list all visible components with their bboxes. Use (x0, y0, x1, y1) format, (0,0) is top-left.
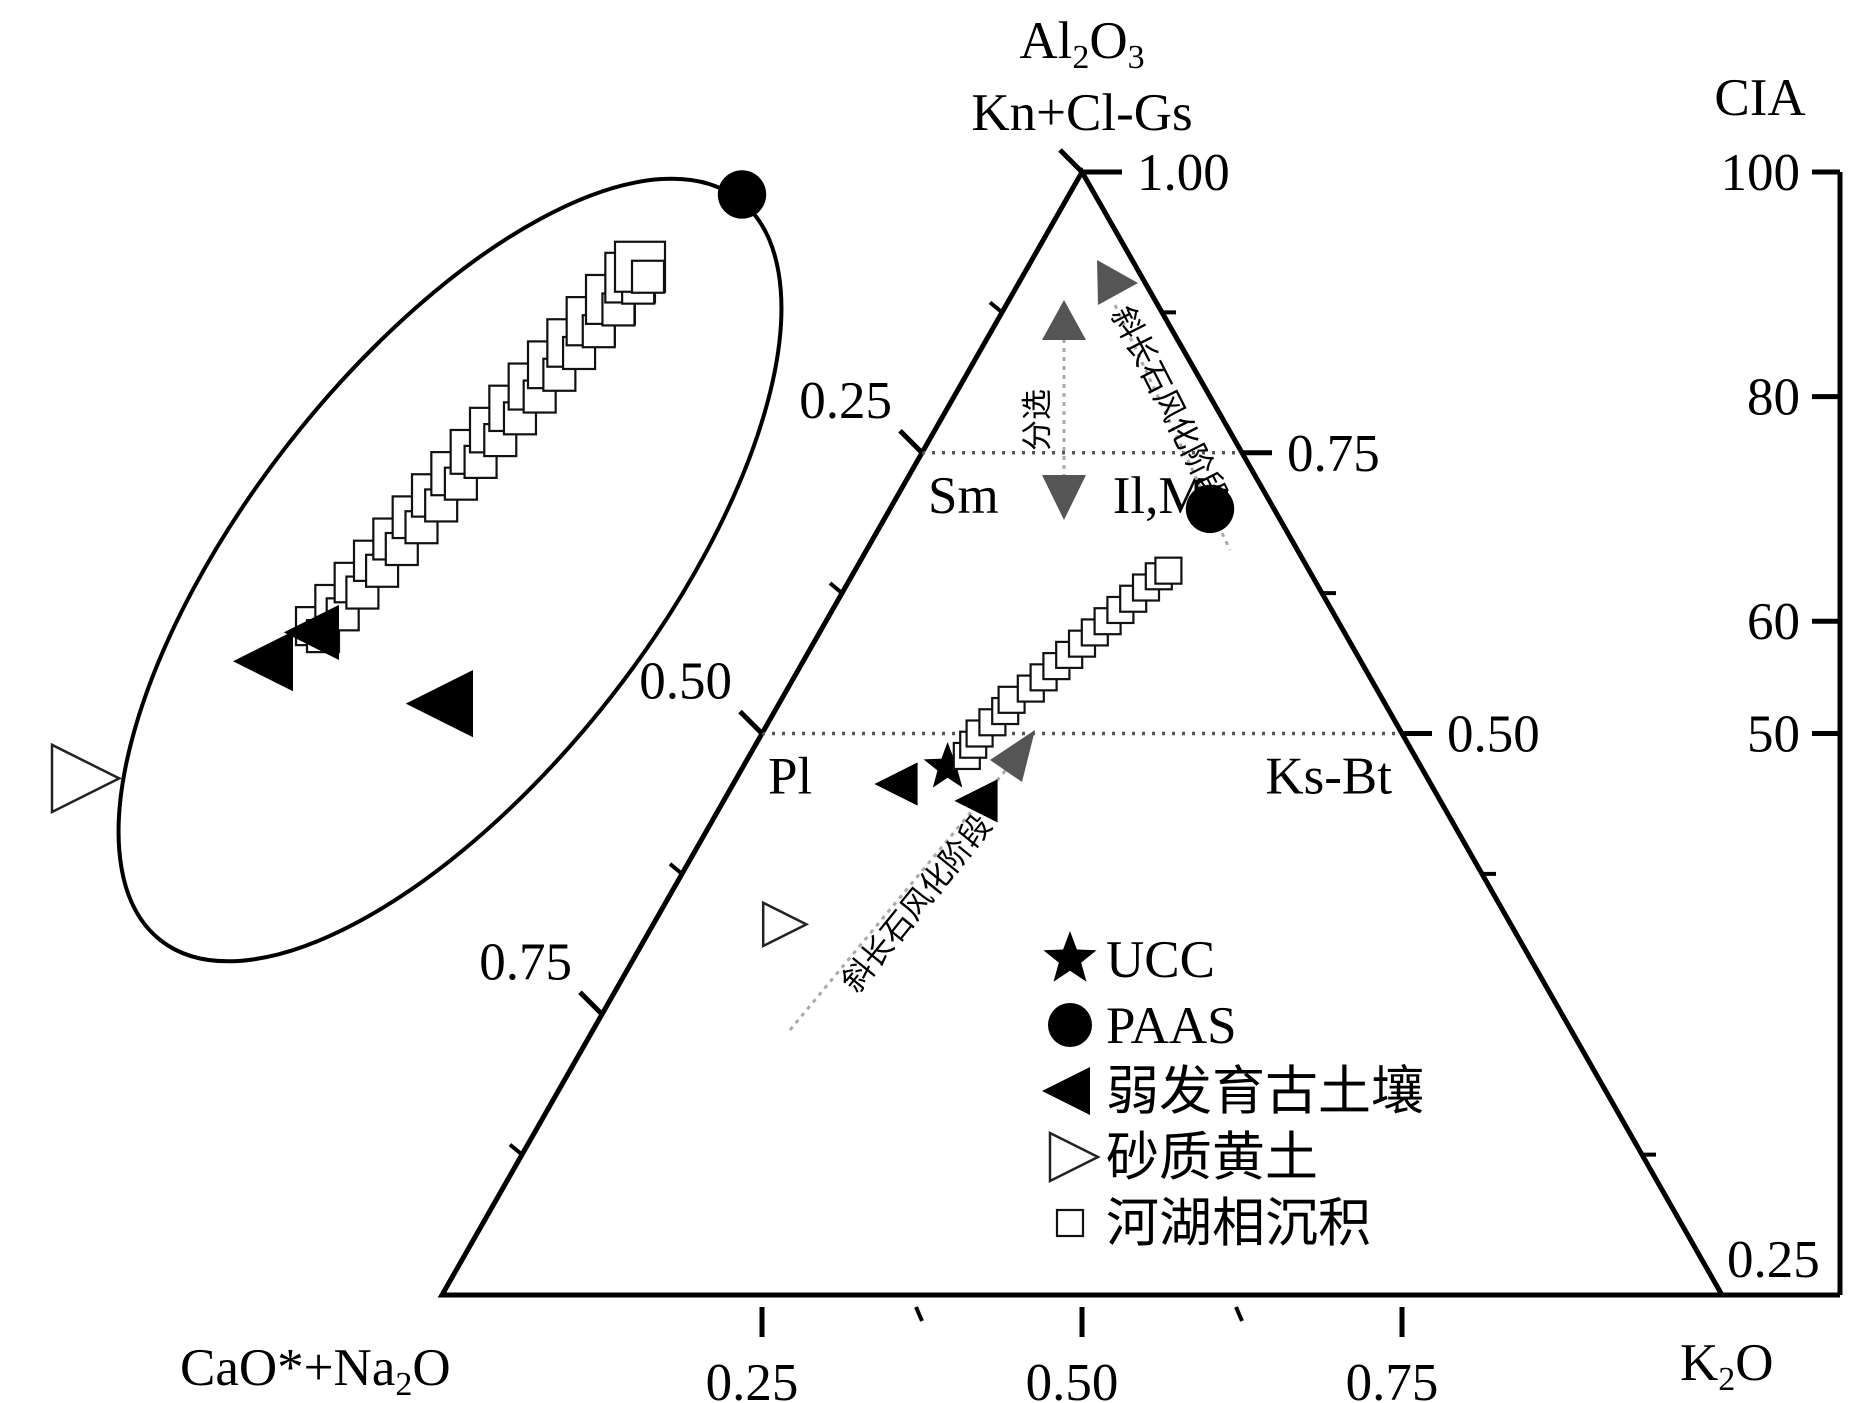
apex-right-formula-a: K (1680, 1334, 1718, 1392)
apex-top-formula-sub1: 2 (1072, 39, 1089, 76)
inset-paas-circle (717, 170, 767, 219)
point-circle-0 (1185, 484, 1235, 534)
apex-right-label: K2O (1680, 1334, 1774, 1398)
left-minor-tick-0 (508, 1143, 524, 1157)
svg-text:K2O: K2O (1680, 1334, 1774, 1398)
point-square-open-17 (1154, 556, 1183, 585)
sorting-arrow-label: 分选 (1020, 389, 1056, 451)
apex-right-formula-b: O (1735, 1334, 1773, 1392)
left-tick-1 (898, 428, 924, 455)
legend-label-4: 河湖相沉积 (1106, 1193, 1371, 1254)
apex-right-formula-sub: 2 (1718, 1361, 1735, 1398)
apex-left-label: CaO*+Na2O (180, 1339, 451, 1403)
inset-triangle-left-0 (233, 631, 293, 692)
inset-triangle-right-open (50, 742, 122, 815)
apex-left-formula-sub: 2 (395, 1366, 412, 1403)
reference-left-label-1: Pl (768, 748, 812, 806)
right-tick-label-2: 0.25 (1727, 1231, 1820, 1289)
cia-axis-label: CIA (1714, 69, 1805, 127)
bottom-tick-label-0: 0.25 (706, 1354, 799, 1403)
sorting-arrow: 分选 (1020, 300, 1086, 520)
cia-tick-label-100: 100 (1721, 144, 1801, 202)
point-triangle-left-0 (874, 762, 918, 806)
legend-label-0: UCC (1106, 931, 1215, 989)
left-tick-3 (578, 990, 604, 1017)
apex-top-formula-sub2: 3 (1128, 39, 1145, 76)
ternary-data (761, 484, 1235, 949)
legend-label-1: PAAS (1106, 997, 1237, 1055)
left-minor-tick-3 (988, 300, 1004, 314)
left-tick-label-1: 0.25 (799, 372, 892, 430)
left-tick-label-3: 0.75 (479, 933, 572, 991)
inset-ellipse-group (50, 170, 784, 964)
point-star-0 (923, 742, 972, 788)
reference-right-label-1: Ks-Bt (1265, 748, 1392, 806)
right-tick-label-1: 0.50 (1447, 706, 1540, 764)
reference-left-label-0: Sm (928, 467, 999, 525)
bottom-tick-label-1: 0.50 (1026, 1354, 1119, 1403)
apex-left-formula-a: CaO*+Na (180, 1339, 395, 1397)
ternary-ticks: 1.00 0.25 0.50 0.75 0.75 0.50 0.25 0.25 0.50 0.75 (479, 144, 1820, 1403)
legend-marker-triangle-left (1042, 1067, 1090, 1115)
left-tick-label-2: 0.50 (639, 653, 732, 711)
svg-text:Al2O3: Al2O3 (1019, 12, 1144, 76)
inset-triangle-left-2 (283, 604, 339, 661)
cia-tick-label-60: 60 (1747, 593, 1800, 651)
inset-triangle-left-1 (405, 670, 473, 738)
bottom-minor-tick-1 (1234, 1306, 1244, 1322)
point-triangle-right-open-0 (761, 900, 810, 949)
apex-top-formula-a: Al (1019, 12, 1072, 70)
legend-label-3: 砂质黄土 (1106, 1127, 1318, 1188)
bottom-minor-tick-0 (914, 1306, 924, 1322)
apex-top-formula-b: O (1089, 12, 1127, 70)
legend-marker-circle (1048, 1003, 1092, 1047)
cia-tick-label-50: 50 (1747, 706, 1800, 764)
svg-text:CaO*+Na2O: CaO*+Na2O (180, 1339, 451, 1403)
inset-square-b-17 (630, 259, 666, 294)
legend-marker-square-open (1055, 1208, 1085, 1238)
left-minor-tick-2 (828, 581, 844, 595)
legend-label-2: 弱发育古土壤 (1106, 1061, 1424, 1122)
legend-marker-triangle-right-open (1048, 1130, 1101, 1184)
left-tick-2 (738, 709, 764, 736)
lower-weathering-arrow-label: 斜长石风化阶段 (835, 808, 1000, 999)
right-tick-label-0: 0.75 (1287, 425, 1380, 483)
apex-top-label: Al2O3 Kn+Cl-Gs (971, 12, 1192, 142)
bottom-tick-label-2: 0.75 (1346, 1354, 1439, 1403)
cia-axis: 100 80 60 50 (1721, 144, 1843, 1295)
apex-top-minerals: Kn+Cl-Gs (971, 84, 1192, 142)
left-tick-label-0: 1.00 (1137, 144, 1230, 202)
left-minor-tick-1 (668, 862, 684, 876)
apex-left-formula-b: O (412, 1339, 450, 1397)
legend-marker-star (1043, 931, 1097, 982)
cia-tick-label-80: 80 (1747, 369, 1800, 427)
point-triangle-left-1 (954, 779, 998, 823)
left-tick-0 (1058, 148, 1084, 174)
